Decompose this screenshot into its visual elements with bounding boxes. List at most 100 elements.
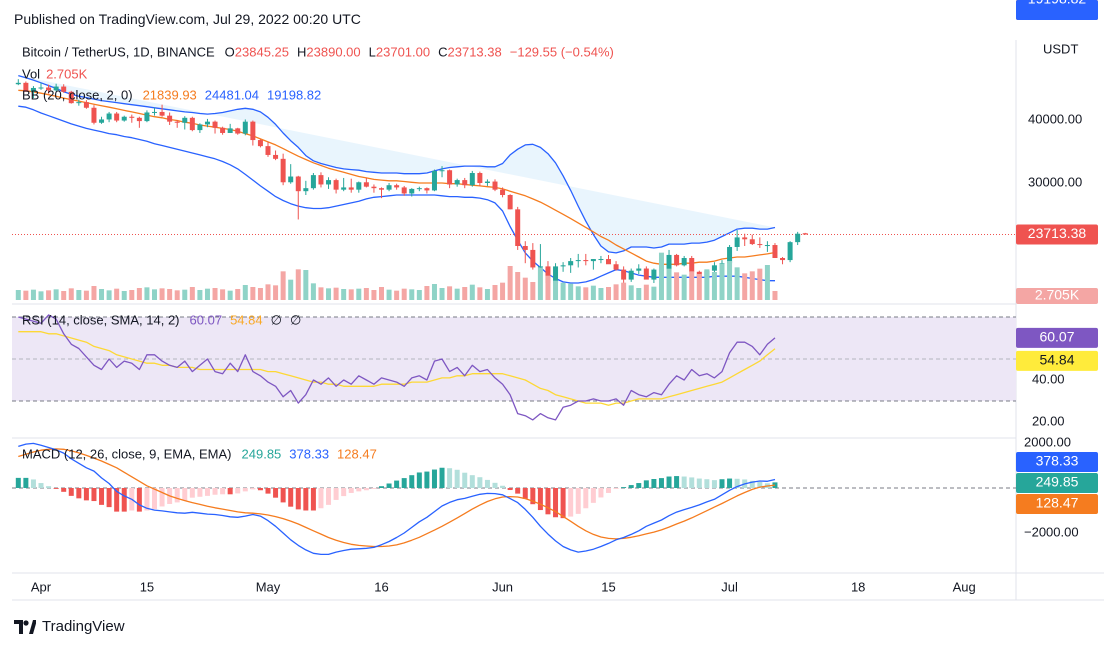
candle-body[interactable]	[318, 175, 324, 185]
candle-body[interactable]	[500, 189, 506, 196]
candle-body[interactable]	[295, 176, 301, 192]
candle-body[interactable]	[174, 121, 180, 123]
candle-body[interactable]	[469, 173, 475, 186]
candle-body[interactable]	[636, 268, 642, 271]
candle-body[interactable]	[326, 180, 332, 185]
candle-body[interactable]	[651, 269, 657, 280]
candle-body[interactable]	[742, 237, 748, 240]
candle-body[interactable]	[159, 111, 165, 116]
candle-body[interactable]	[764, 245, 770, 247]
candle-body[interactable]	[144, 112, 150, 122]
candle-body[interactable]	[416, 188, 422, 190]
candle-body[interactable]	[99, 119, 105, 123]
candle-body[interactable]	[590, 259, 596, 262]
candle-body[interactable]	[61, 86, 67, 92]
candle-body[interactable]	[30, 87, 36, 92]
candle-body[interactable]	[454, 180, 460, 185]
candle-body[interactable]	[515, 209, 521, 246]
candle-body[interactable]	[38, 87, 44, 89]
candle-body[interactable]	[643, 268, 649, 280]
candle-body[interactable]	[288, 176, 294, 183]
candle-body[interactable]	[666, 254, 672, 270]
candle-body[interactable]	[333, 180, 339, 190]
candle-body[interactable]	[53, 86, 59, 91]
candle-body[interactable]	[462, 180, 468, 186]
candle-body[interactable]	[76, 102, 82, 104]
candle-body[interactable]	[795, 233, 801, 243]
candle-body[interactable]	[787, 242, 793, 261]
candle-body[interactable]	[91, 107, 97, 123]
candle-body[interactable]	[242, 121, 248, 134]
candle-body[interactable]	[507, 195, 513, 210]
candle-body[interactable]	[235, 128, 241, 134]
candle-body[interactable]	[341, 187, 347, 190]
candle-body[interactable]	[83, 102, 89, 108]
candle-body[interactable]	[280, 158, 286, 183]
candle-body[interactable]	[734, 237, 740, 247]
candle-body[interactable]	[431, 170, 437, 191]
candle-body[interactable]	[68, 91, 74, 104]
candle-body[interactable]	[182, 117, 188, 123]
candle-body[interactable]	[522, 246, 528, 250]
candle-body[interactable]	[303, 188, 309, 192]
candle-body[interactable]	[114, 113, 120, 121]
candle-body[interactable]	[394, 185, 400, 188]
candle-body[interactable]	[583, 260, 589, 262]
candle-body[interactable]	[553, 266, 559, 284]
candle-body[interactable]	[129, 116, 135, 118]
candle-body[interactable]	[250, 121, 256, 141]
candle-body[interactable]	[227, 128, 233, 133]
candle-body[interactable]	[204, 121, 210, 125]
candle-body[interactable]	[545, 266, 551, 284]
candle-body[interactable]	[363, 182, 369, 187]
candle-body[interactable]	[23, 82, 29, 92]
candle-body[interactable]	[606, 259, 611, 265]
candle-body[interactable]	[152, 111, 157, 113]
candle-body[interactable]	[484, 181, 490, 183]
candle-body[interactable]	[757, 244, 763, 246]
candle-body[interactable]	[575, 260, 581, 262]
candle-body[interactable]	[401, 187, 407, 194]
candle-body[interactable]	[477, 173, 483, 183]
candle-body[interactable]	[273, 154, 279, 159]
candle-body[interactable]	[613, 264, 619, 270]
candle-body[interactable]	[689, 258, 695, 272]
candle-body[interactable]	[447, 170, 453, 185]
candle-body[interactable]	[628, 270, 634, 280]
candle-body[interactable]	[212, 121, 218, 128]
candle-body[interactable]	[136, 117, 142, 122]
candle-body[interactable]	[439, 170, 445, 172]
candle-body[interactable]	[780, 258, 786, 261]
tradingview-logo[interactable]: TradingView	[14, 618, 125, 635]
candle-body[interactable]	[772, 245, 778, 259]
candle-body[interactable]	[257, 140, 263, 147]
candle-body[interactable]	[621, 269, 627, 280]
candle-body[interactable]	[424, 188, 430, 191]
candle-body[interactable]	[356, 182, 362, 190]
candle-body[interactable]	[409, 188, 415, 194]
candle-body[interactable]	[681, 258, 687, 266]
candle-body[interactable]	[386, 185, 392, 190]
candle-body[interactable]	[197, 124, 203, 131]
candle-body[interactable]	[530, 249, 536, 268]
candle-body[interactable]	[379, 188, 384, 190]
candle-body[interactable]	[537, 266, 543, 268]
candle-body[interactable]	[802, 233, 808, 235]
candle-body[interactable]	[492, 181, 498, 190]
candle-body[interactable]	[220, 127, 226, 133]
candle-body[interactable]	[46, 87, 52, 91]
candle-body[interactable]	[265, 146, 271, 155]
candle-body[interactable]	[568, 261, 574, 266]
candle-body[interactable]	[310, 175, 316, 189]
candle-body[interactable]	[167, 115, 173, 122]
candle-body[interactable]	[189, 117, 195, 131]
candle-body[interactable]	[711, 265, 717, 271]
candle-body[interactable]	[106, 113, 112, 120]
candle-body[interactable]	[15, 82, 21, 85]
candle-body[interactable]	[371, 186, 377, 189]
candle-body[interactable]	[598, 259, 604, 261]
candle-body[interactable]	[348, 187, 354, 190]
candle-body[interactable]	[674, 254, 680, 266]
candle-body[interactable]	[121, 116, 127, 121]
